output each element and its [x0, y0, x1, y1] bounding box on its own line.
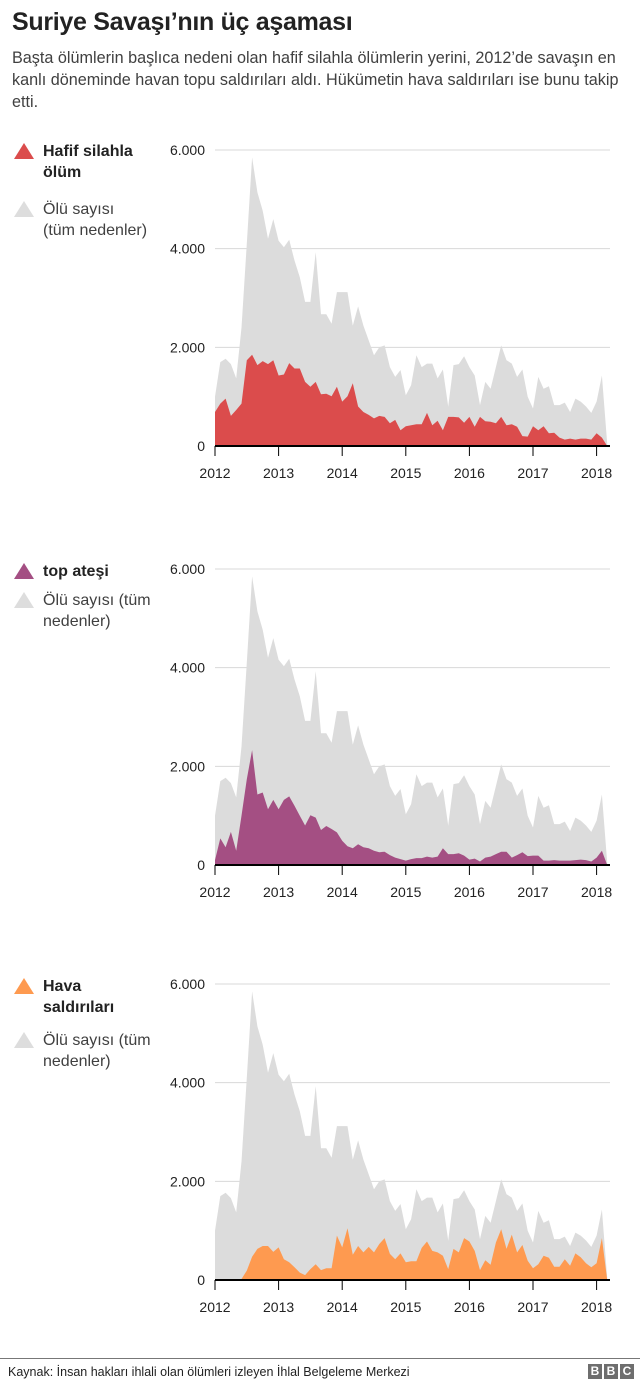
triangle-icon — [14, 1032, 34, 1048]
subtitle: Başta ölümlerin başlıca nedeni olan hafi… — [12, 49, 619, 111]
x-tick-label: 2015 — [390, 1299, 421, 1315]
x-tick-label: 2016 — [454, 465, 485, 481]
x-tick-label: 2018 — [581, 884, 612, 900]
x-tick-label: 2014 — [327, 884, 358, 900]
y-tick-label: 0 — [197, 857, 205, 873]
x-tick-label: 2018 — [581, 465, 612, 481]
x-tick-label: 2012 — [199, 465, 230, 481]
x-tick-label: 2014 — [327, 465, 358, 481]
x-tick-label: 2012 — [199, 884, 230, 900]
page-title: Suriye Savaşı’nın üç aşaması — [12, 8, 353, 36]
x-tick-label: 2017 — [517, 884, 548, 900]
x-tick-label: 2018 — [581, 1299, 612, 1315]
triangle-icon — [14, 143, 34, 159]
logo-letter: B — [588, 1364, 602, 1379]
triangle-icon — [14, 978, 34, 994]
y-tick-label: 6.000 — [170, 976, 205, 992]
chart-light-weapons: 0 2.000 4.000 6.000 2012 2013 2014 2015 2016 2017… — [170, 142, 612, 481]
legend-item-total: Ölü sayısı (tüm nedenler) — [14, 1030, 163, 1072]
legend-label: Hava saldırıları — [43, 978, 115, 1016]
x-tick-label: 2013 — [263, 465, 294, 481]
area-series — [215, 354, 608, 446]
y-tick-label: 2.000 — [170, 758, 205, 774]
chart-air-strikes: 0 2.000 4.000 6.000 2012 2013 2014 2015 2016 2017… — [170, 976, 612, 1315]
legend-label: Ölü sayısı (tüm nedenler) — [43, 201, 148, 239]
y-tick-label: 6.000 — [170, 142, 205, 158]
y-tick-label: 2.000 — [170, 1173, 205, 1189]
logo-letter: C — [620, 1364, 634, 1379]
legend-light-weapons: Hafif silahla ölüm Ölü sayısı (tüm neden… — [14, 141, 149, 257]
triangle-icon — [14, 592, 34, 608]
footer: Kaynak: İnsan hakları ihlali olan ölümle… — [0, 1358, 640, 1379]
y-tick-label: 0 — [197, 438, 205, 454]
logo-letter: B — [604, 1364, 618, 1379]
x-tick-label: 2012 — [199, 1299, 230, 1315]
x-tick-label: 2017 — [517, 465, 548, 481]
x-tick-label: 2013 — [263, 884, 294, 900]
y-tick-label: 0 — [197, 1272, 205, 1288]
y-tick-label: 2.000 — [170, 339, 205, 355]
legend-shelling: top ateşi Ölü sayısı (tüm nedenler) — [14, 561, 174, 648]
legend-label: Hafif silahla ölüm — [43, 143, 133, 181]
x-tick-label: 2016 — [454, 1299, 485, 1315]
y-tick-label: 4.000 — [170, 660, 205, 676]
legend-item-main: Hava saldırıları — [14, 976, 123, 1018]
legend-label: Ölü sayısı (tüm nedenler) — [43, 592, 151, 630]
x-tick-label: 2016 — [454, 884, 485, 900]
area-series — [215, 1228, 608, 1280]
legend-item-main: Hafif silahla ölüm — [14, 141, 149, 183]
bbc-logo: B B C — [588, 1364, 634, 1379]
x-tick-label: 2015 — [390, 465, 421, 481]
area-series — [215, 750, 608, 865]
area-total-deaths — [215, 576, 608, 865]
legend-item-total: Ölü sayısı (tüm nedenler) — [14, 199, 149, 241]
x-tick-label: 2013 — [263, 1299, 294, 1315]
x-tick-label: 2014 — [327, 1299, 358, 1315]
chart-shelling: 0 2.000 4.000 6.000 2012 2013 2014 2015 2016 2017… — [170, 561, 612, 900]
legend-air: Hava saldırıları Ölü sayısı (tüm nedenle… — [14, 976, 174, 1088]
triangle-icon — [14, 201, 34, 217]
area-total-deaths — [215, 157, 608, 446]
y-tick-label: 6.000 — [170, 561, 205, 577]
legend-label: top ateşi — [43, 563, 109, 580]
source-note: Kaynak: İnsan hakları ihlali olan ölümle… — [8, 1365, 410, 1379]
x-tick-label: 2017 — [517, 1299, 548, 1315]
area-total-deaths — [215, 991, 608, 1280]
y-tick-label: 4.000 — [170, 241, 205, 257]
y-tick-label: 4.000 — [170, 1075, 205, 1091]
triangle-icon — [14, 563, 34, 579]
legend-item-total: Ölü sayısı (tüm nedenler) — [14, 590, 163, 632]
x-tick-label: 2015 — [390, 884, 421, 900]
legend-item-main: top ateşi — [14, 561, 174, 582]
legend-label: Ölü sayısı (tüm nedenler) — [43, 1032, 151, 1070]
